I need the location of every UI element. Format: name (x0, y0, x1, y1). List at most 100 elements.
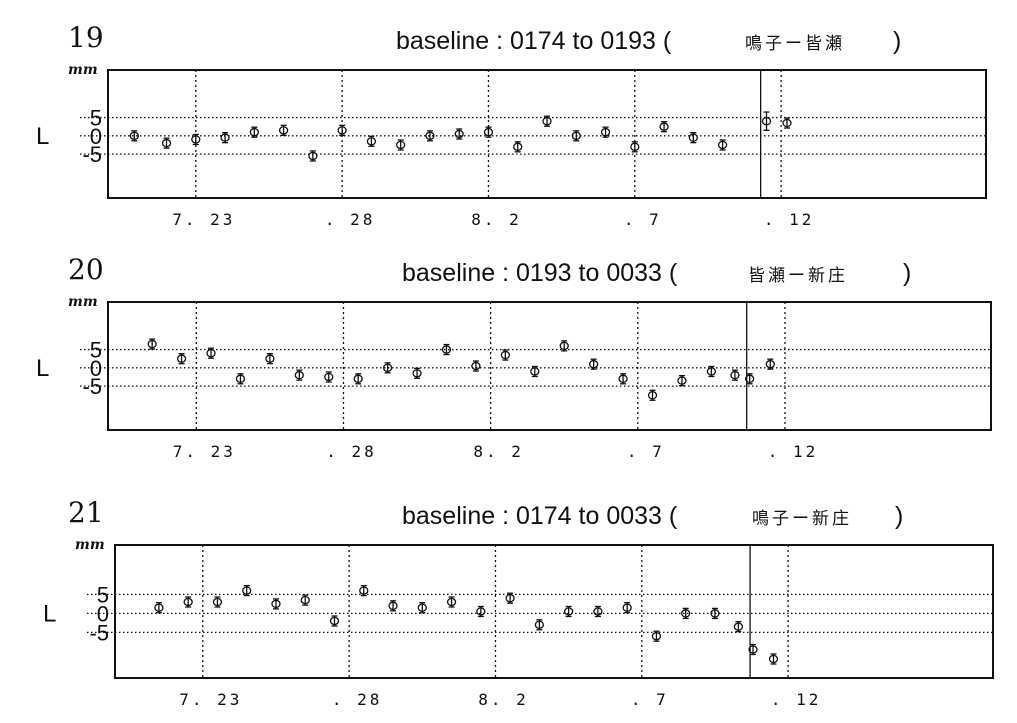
x-tick-label: 8. 2 (471, 210, 522, 229)
y-tick-label: -5 (82, 142, 102, 167)
data-point (530, 367, 540, 376)
station-pair: 皆瀬ー新庄 (748, 266, 848, 286)
data-point (454, 129, 464, 139)
x-tick-label: 8. 2 (478, 690, 529, 709)
title-close: ) (893, 27, 901, 55)
panel-number: 19 (68, 21, 104, 54)
data-point (765, 359, 775, 369)
data-point (265, 354, 275, 363)
panel-number: 20 (68, 253, 104, 286)
data-point (337, 126, 347, 135)
data-point (563, 607, 574, 616)
data-point (748, 645, 758, 654)
data-point (688, 133, 698, 142)
data-point (717, 140, 728, 150)
chart-panel-19: 19 baseline : 0174 to 0193 ( 鳴子ー皆瀬 ) mm L… (36, 21, 987, 229)
data-point (446, 597, 457, 607)
data-point (278, 126, 289, 135)
data-point (534, 620, 545, 630)
data-point (505, 593, 515, 603)
data-point (206, 348, 216, 358)
station-pair: 鳴子ー皆瀬 (745, 34, 845, 54)
chart-title: baseline : 0193 to 0033 ( (402, 259, 678, 287)
data-point (513, 142, 523, 152)
title-close: ) (895, 502, 903, 530)
x-tick-label: . 7 (624, 210, 662, 229)
data-point (730, 370, 740, 380)
data-point (651, 631, 662, 641)
data-point (359, 586, 369, 595)
data-point (176, 354, 187, 363)
data-point (183, 597, 193, 607)
data-point (600, 127, 611, 137)
x-tick-label: . 28 (332, 690, 383, 709)
data-point (733, 622, 744, 631)
data-point (425, 131, 435, 141)
y-tick-label: 5 (97, 582, 109, 607)
unit-label: mm (68, 62, 98, 78)
unit-label: mm (68, 294, 98, 310)
x-tick-label: . 7 (627, 442, 665, 461)
x-tick-label: . 12 (764, 210, 815, 229)
data-point (710, 609, 720, 618)
data-point (271, 599, 281, 609)
data-point (212, 597, 223, 607)
data-point (324, 372, 334, 382)
y-tick-label: 0 (90, 356, 102, 381)
x-tick-label: 7. 23 (172, 210, 235, 229)
data-point (659, 122, 669, 131)
data-point (593, 607, 603, 616)
title-close: ) (903, 259, 911, 287)
chart-title: baseline : 0174 to 0033 ( (402, 502, 678, 530)
data-point (294, 370, 304, 380)
data-point (630, 142, 640, 152)
data-point (249, 127, 259, 137)
data-point (235, 374, 246, 384)
data-point (476, 607, 486, 616)
y-tick-label: -5 (89, 620, 109, 645)
y-axis-label: L (43, 600, 56, 627)
data-point (542, 116, 552, 126)
data-point (768, 654, 779, 664)
data-point (353, 374, 363, 384)
data-point (571, 131, 581, 141)
y-axis-label: L (36, 123, 49, 150)
data-point (417, 603, 427, 612)
data-point (396, 140, 406, 150)
data-point (471, 361, 481, 371)
y-tick-label: 5 (90, 338, 102, 363)
station-pair: 鳴子ー新庄 (752, 509, 852, 529)
data-point (412, 369, 422, 378)
data-point (129, 131, 139, 141)
data-point (154, 603, 164, 612)
y-axis-label: L (36, 355, 49, 382)
x-tick-label: . 12 (771, 690, 822, 709)
chart-panel-21: 21 baseline : 0174 to 0033 ( 鳴子ー新庄 ) mm L… (43, 496, 994, 709)
y-tick-label: -5 (82, 374, 102, 399)
data-point (559, 341, 569, 351)
data-point (147, 339, 157, 349)
plot-frame (107, 301, 992, 431)
x-tick-label: 7. 23 (179, 690, 242, 709)
unit-label: mm (75, 537, 105, 553)
data-point (589, 359, 599, 369)
data-point (161, 138, 172, 148)
x-tick-label: 8. 2 (473, 442, 524, 461)
y-tick-label: 0 (90, 124, 102, 149)
data-point (782, 118, 792, 128)
data-point (242, 586, 252, 595)
data-point (706, 367, 717, 376)
y-tick-label: 5 (90, 106, 102, 131)
data-point (308, 151, 318, 161)
plot-frame (114, 544, 994, 679)
x-tick-label: . 28 (325, 210, 376, 229)
chart-title: baseline : 0174 to 0193 ( (396, 27, 672, 55)
data-point (300, 595, 310, 605)
panel-number: 21 (68, 496, 104, 529)
data-point (744, 374, 755, 384)
data-point (366, 137, 377, 146)
chart-panel-20: 20 baseline : 0193 to 0033 ( 皆瀬ー新庄 ) mm L… (36, 253, 992, 461)
data-point (191, 135, 201, 144)
data-point (329, 616, 340, 626)
